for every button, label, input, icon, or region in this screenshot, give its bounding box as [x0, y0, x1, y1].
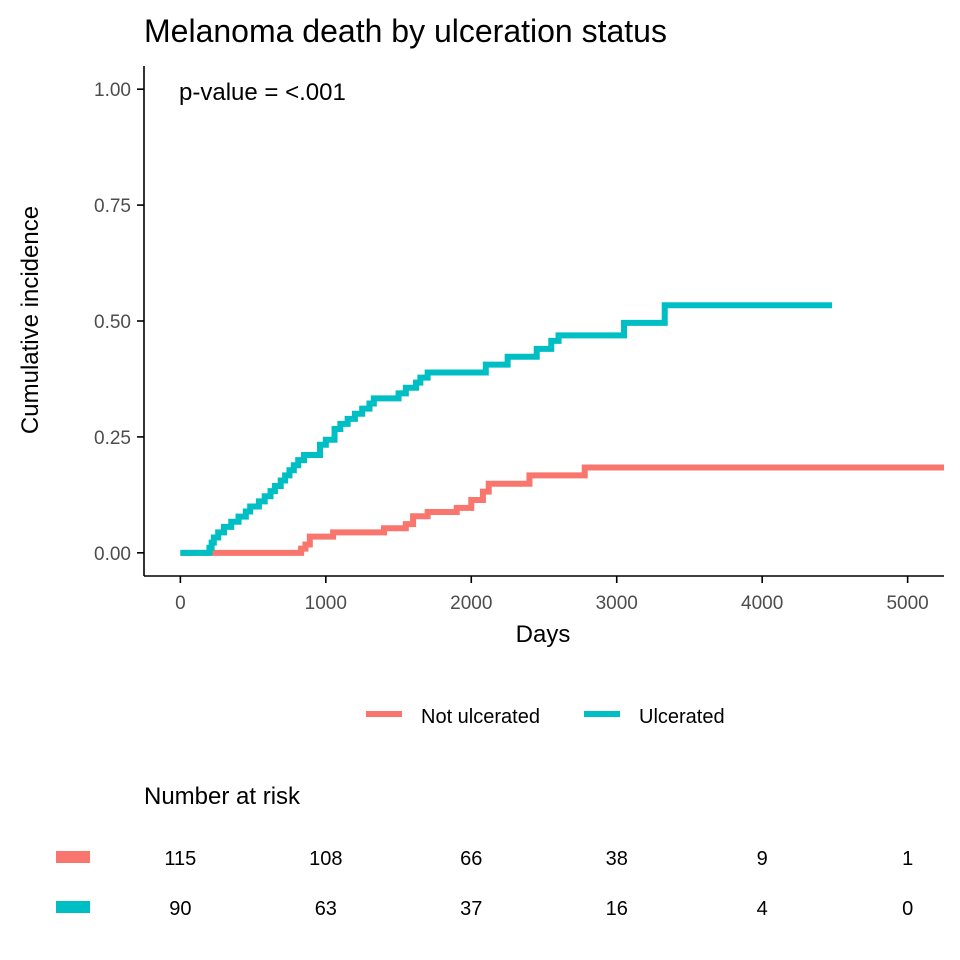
x-tick-label: 4000 — [741, 593, 783, 614]
x-tick-label: 5000 — [886, 593, 928, 614]
risk-count: 37 — [460, 898, 482, 920]
y-tick-label: 0.00 — [94, 544, 131, 565]
x-tick-label: 0 — [175, 593, 186, 614]
risk-count: 16 — [606, 898, 628, 920]
risk-count: 90 — [169, 898, 191, 920]
risk-count: 115 — [164, 848, 196, 870]
series-line-ulcerated — [180, 302, 832, 556]
chart-title: Melanoma death by ulceration status — [144, 13, 667, 49]
risk-count: 0 — [902, 898, 913, 920]
y-tick-label: 0.25 — [94, 428, 131, 449]
y-tick-label: 1.00 — [94, 80, 131, 101]
y-ticks: 0.00 0.25 0.50 0.75 1.00 — [94, 80, 144, 565]
legend-label-ulcerated: Ulcerated — [639, 706, 725, 728]
risk-count: 1 — [902, 848, 913, 870]
risk-row-swatch — [56, 901, 90, 913]
x-axis-label: Days — [516, 621, 571, 648]
legend-label-not-ulcerated: Not ulcerated — [421, 706, 540, 728]
risk-count: 4 — [757, 898, 768, 920]
y-tick-label: 0.50 — [94, 312, 131, 333]
legend: Not ulcerated Ulcerated — [366, 706, 725, 728]
risk-table: 115 108 66 38 9 1 90 63 37 16 4 0 — [56, 848, 913, 920]
y-tick-label: 0.75 — [94, 196, 131, 217]
risk-count: 108 — [309, 848, 342, 870]
x-tick-label: 2000 — [450, 593, 492, 614]
x-ticks: 0 1000 2000 3000 4000 5000 — [175, 576, 929, 614]
series-layer — [180, 302, 944, 556]
risk-count: 66 — [460, 848, 482, 870]
risk-row-swatch — [56, 851, 90, 863]
x-tick-label: 3000 — [596, 593, 638, 614]
risk-count: 63 — [315, 898, 337, 920]
risk-table-title: Number at risk — [144, 783, 301, 810]
x-tick-label: 1000 — [305, 593, 347, 614]
y-axis-label: Cumulative incidence — [17, 206, 44, 434]
risk-count: 9 — [757, 848, 768, 870]
p-value-annotation: p-value = <.001 — [179, 79, 346, 106]
risk-count: 38 — [606, 848, 628, 870]
series-line-not-ulcerated — [180, 464, 944, 556]
